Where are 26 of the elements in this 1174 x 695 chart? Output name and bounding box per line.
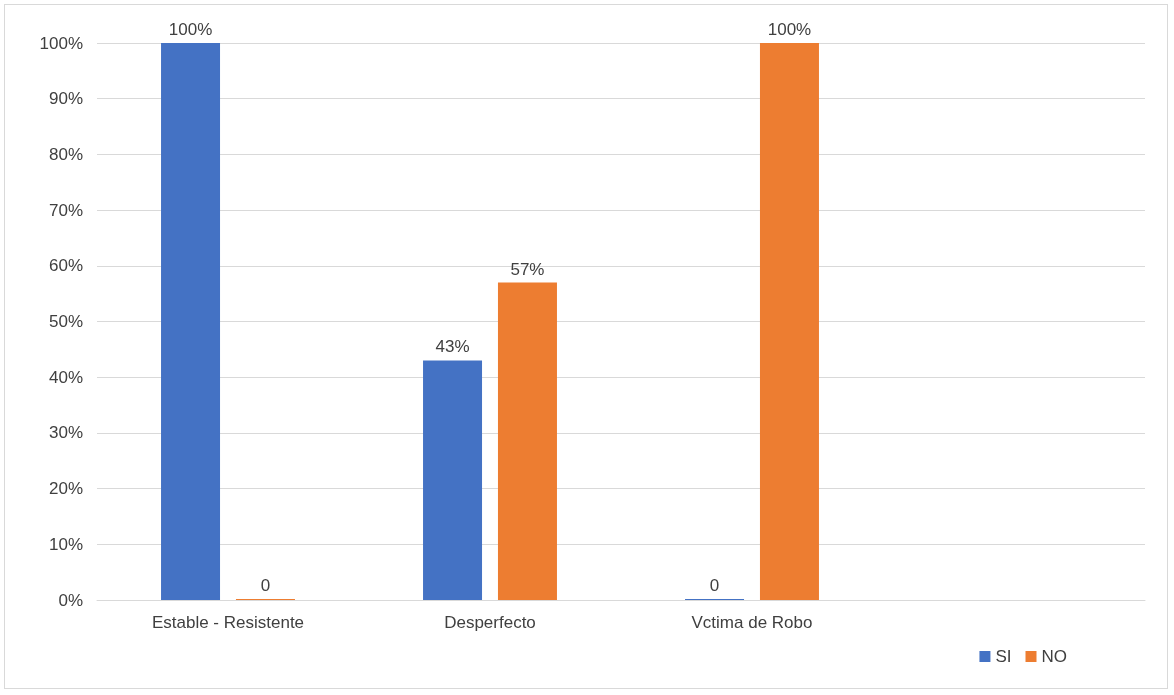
y-tick-label: 60% (48, 256, 83, 276)
bar (497, 282, 557, 600)
bar (423, 360, 483, 600)
x-tick-label: Desperfecto (444, 613, 536, 632)
x-tick-label: Vctima de Robo (691, 613, 813, 632)
bar (759, 43, 819, 600)
legend-label: NO (1041, 647, 1067, 666)
y-tick-label: 50% (48, 312, 83, 331)
y-tick-label: 30% (48, 423, 83, 443)
legend-label: SI (995, 647, 1012, 666)
y-tick-label: 0% (58, 590, 83, 610)
data-label: 100% (767, 20, 812, 39)
y-tick-label: 100% (39, 33, 83, 53)
y-tick-label: 90% (48, 89, 83, 109)
data-label: 57% (510, 259, 545, 279)
data-label: 100% (168, 20, 213, 39)
data-label: 43% (435, 337, 470, 357)
y-tick-label: 70% (48, 200, 83, 220)
y-tick-label: 40% (48, 367, 83, 387)
x-tick-label: Estable - Resistente (151, 613, 305, 632)
bar (161, 43, 221, 600)
data-label: 0 (260, 576, 271, 595)
data-label: 0 (709, 576, 720, 595)
y-tick-label: 10% (48, 534, 83, 554)
y-tick-label: 20% (48, 479, 83, 499)
y-tick-label: 80% (48, 144, 83, 164)
